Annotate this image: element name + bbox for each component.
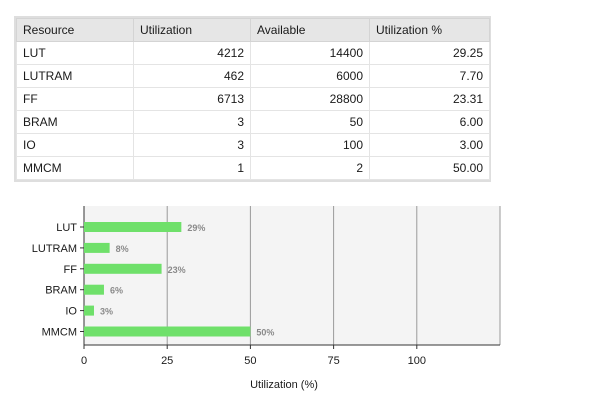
cell-resource: BRAM [16, 110, 134, 134]
table-row[interactable]: IO 3 100 3.00 [16, 133, 490, 157]
category-label: MMCM [42, 327, 77, 339]
chart-canvas: LUT 29% LUTRAM 8% FF 23% BRAM 6% IO 3% MMCM 50% 0 25 5… [32, 206, 501, 391]
cell-utilization-percent: 6.00 [369, 110, 490, 134]
cell-available: 14400 [250, 41, 370, 65]
cell-utilization: 1 [133, 156, 251, 180]
bar [84, 242, 110, 253]
cell-available: 6000 [250, 64, 370, 88]
cell-utilization: 3 [133, 110, 251, 134]
cell-resource: LUT [16, 41, 134, 65]
table-row[interactable]: MMCM 1 2 50.00 [16, 156, 490, 180]
cell-resource: MMCM [16, 156, 134, 180]
cell-utilization: 3 [133, 133, 251, 157]
cell-available: 100 [250, 133, 370, 157]
category-label: LUTRAM [32, 243, 77, 255]
data-label: 6% [110, 286, 123, 296]
data-label: 3% [100, 307, 113, 317]
utilization-bar-chart: LUT 29% LUTRAM 8% FF 23% BRAM 6% IO 3% MMCM 50% 0 25 5… [0, 198, 594, 400]
cell-utilization: 6713 [133, 87, 251, 111]
bar [84, 326, 251, 337]
cell-utilization: 462 [133, 64, 251, 88]
category-label: BRAM [45, 285, 77, 297]
x-tick-label: 75 [327, 355, 339, 367]
column-header-resource[interactable]: Resource [16, 18, 134, 42]
column-header-available[interactable]: Available [250, 18, 370, 42]
table-row[interactable]: BRAM 3 50 6.00 [16, 110, 490, 134]
cell-available: 50 [250, 110, 370, 134]
category-label: LUT [56, 222, 77, 234]
bar [84, 305, 94, 316]
table-row[interactable]: LUT 4212 14400 29.25 [16, 41, 490, 65]
cell-utilization-percent: 29.25 [369, 41, 490, 65]
x-axis-title: Utilization (%) [250, 379, 318, 391]
data-label: 50% [256, 328, 274, 338]
bar [84, 222, 182, 232]
column-header-utilization-percent[interactable]: Utilization % [369, 18, 490, 42]
cell-resource: LUTRAM [16, 64, 134, 88]
utilization-table: Resource Utilization Available Utilizati… [14, 16, 491, 182]
x-tick-label: 0 [81, 355, 87, 367]
cell-utilization-percent: 7.70 [369, 64, 490, 88]
x-tick-label: 25 [161, 355, 173, 367]
cell-resource: FF [16, 87, 134, 111]
cell-utilization-percent: 50.00 [369, 156, 490, 180]
table-row[interactable]: LUTRAM 462 6000 7.70 [16, 64, 490, 88]
category-label: FF [64, 264, 78, 276]
column-header-utilization[interactable]: Utilization [133, 18, 251, 42]
cell-resource: IO [16, 133, 134, 157]
data-label: 23% [168, 265, 186, 275]
cell-utilization-percent: 3.00 [369, 133, 490, 157]
data-label: 8% [116, 244, 129, 254]
table-row[interactable]: FF 6713 28800 23.31 [16, 87, 490, 111]
x-tick-label: 100 [408, 355, 426, 367]
cell-available: 2 [250, 156, 370, 180]
cell-available: 28800 [250, 87, 370, 111]
x-tick-label: 50 [244, 355, 256, 367]
cell-utilization-percent: 23.31 [369, 87, 490, 111]
cell-utilization: 4212 [133, 41, 251, 65]
bar [84, 263, 162, 274]
table-header-row: Resource Utilization Available Utilizati… [16, 18, 490, 42]
category-label: IO [65, 306, 77, 318]
data-label: 29% [187, 223, 205, 233]
utilization-table-grid: Resource Utilization Available Utilizati… [16, 18, 490, 180]
bar [84, 284, 104, 295]
